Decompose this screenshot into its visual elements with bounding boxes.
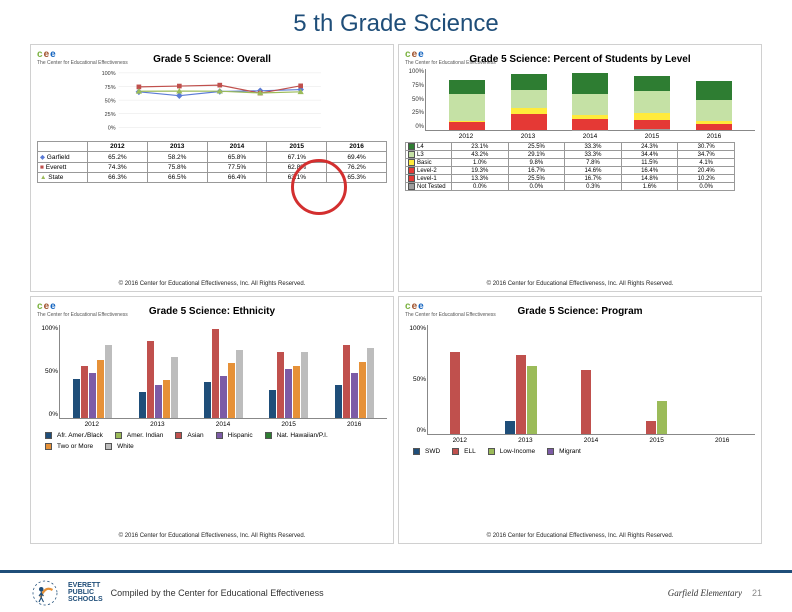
- stacked-bar: [511, 74, 547, 130]
- bar-group: [570, 370, 613, 434]
- copyright: © 2016 Center for Educational Effectiven…: [405, 281, 755, 287]
- svg-text:100%: 100%: [102, 71, 116, 77]
- legend-item: Asian: [175, 432, 203, 439]
- chart-title-ethnicity: Grade 5 Science: Ethnicity: [37, 306, 387, 317]
- page-title: 5 th Grade Science: [0, 0, 792, 44]
- overall-table: 20122013201420152016 ◆ Garfield65.2%58.2…: [37, 141, 387, 183]
- panel-ethnicity: cee The Center for Educational Effective…: [30, 296, 394, 544]
- legend-item: Two or More: [45, 443, 93, 450]
- page-number: 21: [752, 588, 762, 598]
- svg-text:0%: 0%: [108, 126, 116, 132]
- bar-group: [335, 345, 374, 418]
- ethnicity-chart-area: 100%50%0% 20122013201420152016 Afr. Amer…: [37, 321, 387, 529]
- legend-item: Afr. Amer./Black: [45, 432, 103, 439]
- bar-group: [139, 341, 178, 418]
- legend-item: ELL: [452, 448, 476, 455]
- footer: EVERETT PUBLIC SCHOOLS Compiled by the C…: [0, 570, 792, 612]
- chart-grid: cee The Center for Educational Effective…: [0, 44, 792, 544]
- bar-group: [204, 329, 243, 418]
- svg-text:50%: 50%: [105, 98, 116, 104]
- bar-group: [505, 355, 548, 434]
- bar-group: [635, 401, 678, 434]
- copyright: © 2016 Center for Educational Effectiven…: [405, 533, 755, 539]
- levels-chart-area: 100%75%50%25%0% 20122013201420152016 L42…: [425, 69, 755, 277]
- chart-title-program: Grade 5 Science: Program: [405, 306, 755, 317]
- legend-item: SWD: [413, 448, 440, 455]
- ethnicity-legend: Afr. Amer./Black Amer. Indian Asian Hispani…: [37, 432, 387, 450]
- legend-item: Hispanic: [216, 432, 253, 439]
- footer-compiled: Compiled by the Center for Educational E…: [111, 588, 324, 598]
- stacked-bar: [449, 80, 485, 130]
- panel-overall: cee The Center for Educational Effective…: [30, 44, 394, 292]
- legend-item: White: [105, 443, 134, 450]
- legend-item: Amer. Indian: [115, 432, 164, 439]
- legend-item: Low-Income: [488, 448, 535, 455]
- stacked-bar: [634, 76, 670, 130]
- legend-item: Migrant: [547, 448, 581, 455]
- svg-text:25%: 25%: [105, 112, 116, 118]
- chart-title-overall: Grade 5 Science: Overall: [37, 54, 387, 65]
- copyright: © 2016 Center for Educational Effectiven…: [37, 533, 387, 539]
- program-chart-area: 100%50%0% 20122013201420152016 SWDELLLow…: [405, 321, 755, 529]
- panel-levels: cee The Center for Educational Effective…: [398, 44, 762, 292]
- levels-table: L423.1%25.5%33.3%24.3%30.7%L343.2%29.1%3…: [405, 142, 735, 191]
- bar-group: [269, 352, 308, 418]
- svg-text:75%: 75%: [105, 85, 116, 91]
- overall-chart-area: 100% 75% 50% 25% 0% 20122013201420152016 ◆ G…: [37, 69, 387, 277]
- panel-program: cee The Center for Educational Effective…: [398, 296, 762, 544]
- stacked-bar: [696, 81, 732, 130]
- legend-item: Nat. Hawaiian/P.I.: [265, 432, 328, 439]
- logo-text: EVERETT PUBLIC SCHOOLS: [68, 582, 103, 603]
- overall-line-chart: 100% 75% 50% 25% 0%: [37, 69, 387, 139]
- school-name: Garfield Elementary: [668, 588, 742, 598]
- copyright: © 2016 Center for Educational Effectiven…: [37, 281, 387, 287]
- bar-group: [439, 352, 482, 435]
- stacked-bar: [572, 73, 608, 130]
- program-legend: SWD ELL Low-Income Migrant: [405, 448, 755, 455]
- chart-title-levels: Grade 5 Science: Percent of Students by …: [405, 54, 755, 65]
- everett-logo-icon: [30, 578, 60, 608]
- bar-group: [73, 345, 112, 418]
